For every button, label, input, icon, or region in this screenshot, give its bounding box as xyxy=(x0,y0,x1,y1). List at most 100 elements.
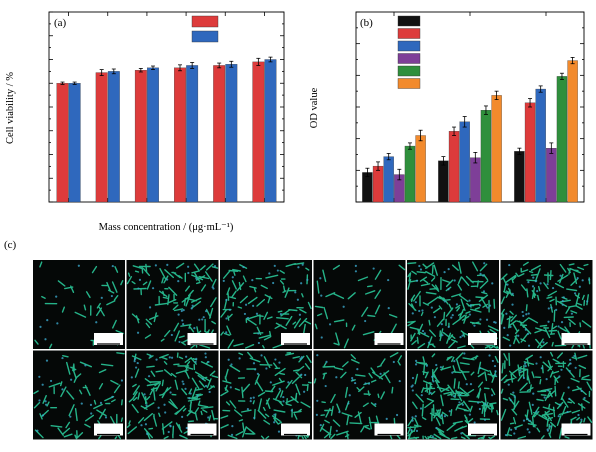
nucleus xyxy=(227,358,230,361)
nucleus xyxy=(429,391,432,395)
nucleus xyxy=(545,378,548,381)
nucleus xyxy=(181,415,184,419)
micrograph xyxy=(33,350,125,440)
nucleus xyxy=(433,316,437,319)
scale-bar-box xyxy=(468,333,497,345)
nucleus xyxy=(483,262,486,265)
nucleus xyxy=(410,429,413,432)
nucleus xyxy=(181,319,184,322)
nucleus xyxy=(356,368,359,371)
nucleus xyxy=(144,423,148,426)
micrograph xyxy=(33,260,125,349)
nucleus xyxy=(387,307,390,310)
nucleus xyxy=(348,394,351,397)
nucleus xyxy=(557,415,560,418)
nucleus xyxy=(351,376,354,380)
nucleus xyxy=(195,357,198,360)
nucleus xyxy=(485,318,489,321)
nucleus xyxy=(509,344,512,347)
nucleus xyxy=(453,360,456,363)
nucleus xyxy=(95,321,98,324)
nucleus xyxy=(505,312,508,315)
nucleus xyxy=(182,308,185,312)
nucleus xyxy=(387,278,390,282)
nucleus xyxy=(39,325,42,328)
nucleus xyxy=(135,366,138,369)
nucleus xyxy=(193,327,196,330)
nucleus xyxy=(299,357,302,360)
nucleus xyxy=(151,287,155,290)
nucleus xyxy=(573,292,577,295)
nucleus xyxy=(477,401,480,404)
nucleus xyxy=(282,400,285,403)
nucleus xyxy=(170,333,173,337)
bar xyxy=(264,59,277,203)
bar xyxy=(470,157,481,203)
nucleus xyxy=(410,385,413,388)
nucleus xyxy=(546,389,549,392)
nucleus xyxy=(560,368,563,371)
nucleus xyxy=(443,300,446,303)
bar xyxy=(186,65,199,203)
nucleus xyxy=(443,271,446,274)
nucleus xyxy=(473,324,476,327)
nucleus xyxy=(486,306,489,309)
nucleus xyxy=(583,396,586,400)
nucleus xyxy=(532,392,535,395)
nucleus xyxy=(204,384,208,388)
nucleus xyxy=(187,265,190,268)
bar xyxy=(415,135,426,203)
nucleus xyxy=(511,303,514,306)
nucleus xyxy=(238,357,241,360)
nucleus xyxy=(532,276,535,279)
nucleus xyxy=(560,321,564,324)
nucleus xyxy=(276,269,279,272)
nucleus xyxy=(503,326,506,329)
nucleus xyxy=(411,416,414,419)
micrograph xyxy=(126,350,219,440)
nucleus xyxy=(557,325,560,328)
nucleus xyxy=(130,376,133,379)
nucleus xyxy=(208,390,211,394)
nucleus xyxy=(468,299,471,302)
nucleus xyxy=(517,334,520,337)
nucleus xyxy=(411,312,414,315)
nucleus xyxy=(41,414,45,417)
cell-processes xyxy=(500,261,592,349)
nucleus xyxy=(225,298,228,302)
nucleus xyxy=(463,352,466,355)
nucleus xyxy=(104,416,108,419)
nucleus xyxy=(418,264,421,268)
bar xyxy=(459,121,470,203)
nucleus xyxy=(257,332,260,335)
nucleus xyxy=(319,277,322,280)
nucleus xyxy=(435,426,438,430)
nucleus xyxy=(44,400,47,403)
nucleus xyxy=(196,394,199,397)
bar xyxy=(438,160,449,203)
nucleus xyxy=(559,274,562,277)
nucleus xyxy=(256,372,259,375)
nucleus xyxy=(269,381,272,384)
nucleus xyxy=(207,416,210,419)
nucleus xyxy=(169,424,172,427)
nucleus xyxy=(479,272,482,276)
nucleus xyxy=(513,395,516,398)
scale-bar-box xyxy=(94,423,123,436)
nucleus xyxy=(523,362,527,365)
nucleus xyxy=(279,313,283,316)
nucleus xyxy=(451,371,454,374)
nucleus xyxy=(411,389,414,392)
nucleus xyxy=(531,285,535,288)
nucleus xyxy=(432,380,435,383)
nucleus xyxy=(274,358,277,361)
nucleus xyxy=(294,291,297,294)
bar xyxy=(404,145,416,203)
nucleus xyxy=(225,331,228,334)
nucleus xyxy=(461,403,464,406)
nucleus xyxy=(36,429,39,432)
plot-frame xyxy=(48,11,285,203)
nucleus xyxy=(136,331,140,334)
nucleus xyxy=(315,413,318,416)
nucleus xyxy=(41,383,44,386)
